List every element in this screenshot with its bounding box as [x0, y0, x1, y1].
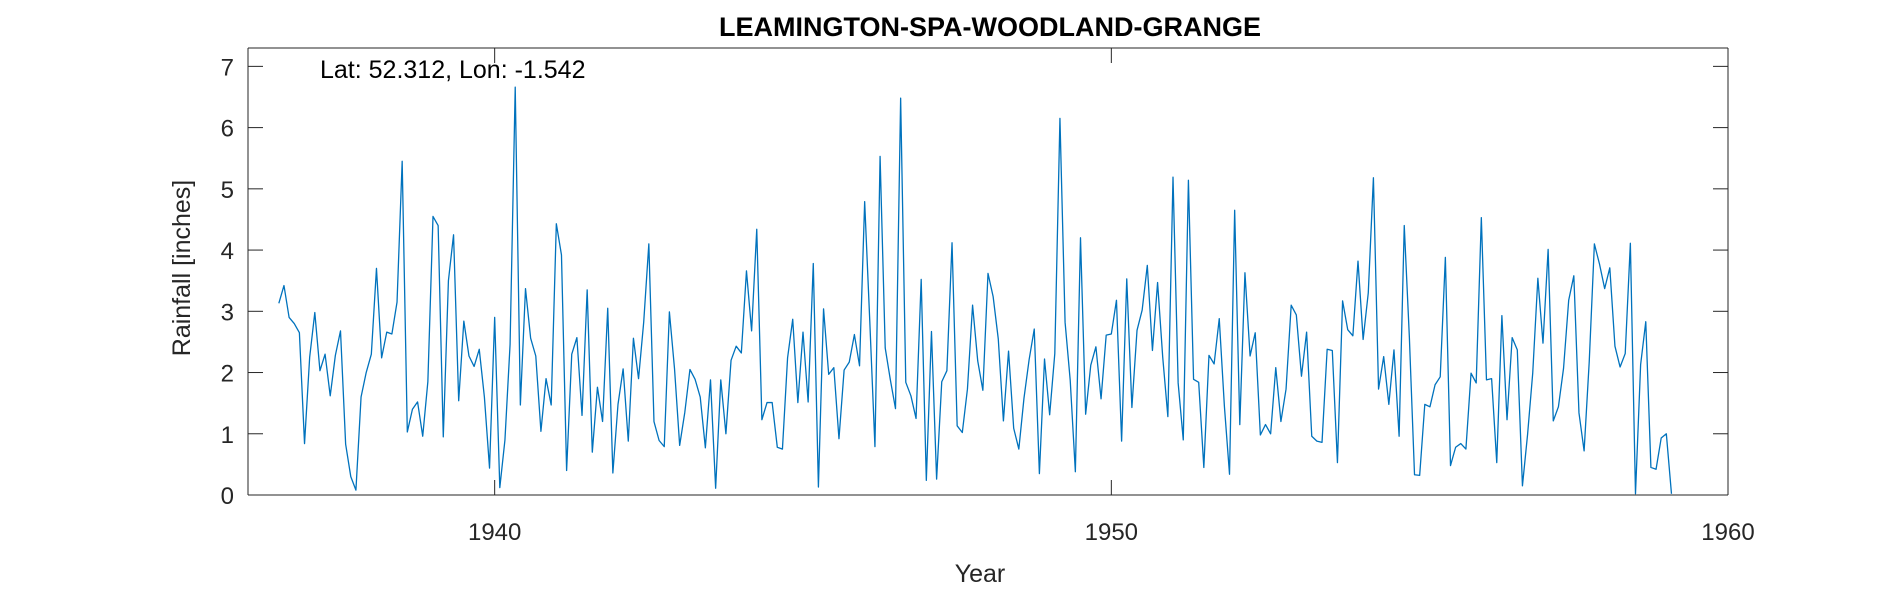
x-axis-title: Year: [955, 560, 1006, 588]
x-tick-label: 1950: [1085, 519, 1138, 546]
x-tick-label: 1960: [1701, 519, 1754, 546]
y-tick-label: 6: [221, 116, 234, 143]
series-layer: [278, 86, 1673, 495]
y-tick-label: 3: [221, 299, 234, 326]
location-annotation: Lat: 52.312, Lon: -1.542: [320, 56, 586, 84]
y-tick-label: 0: [221, 483, 234, 510]
chart-title: LEAMINGTON-SPA-WOODLAND-GRANGE: [719, 12, 1261, 42]
y-tick-label: 5: [221, 177, 234, 204]
y-tick-label: 7: [221, 54, 234, 81]
rainfall-series-line: [278, 86, 1673, 495]
y-tick-label: 4: [221, 238, 234, 265]
y-axis-title: Rainfall [inches]: [168, 180, 196, 356]
axes: 1940 1950 1960 0 1 2 3 4 5 6 7: [221, 47, 1755, 546]
y-tick-label: 2: [221, 361, 234, 388]
y-tick-label: 1: [221, 422, 234, 449]
x-tick-label: 1940: [468, 519, 521, 546]
